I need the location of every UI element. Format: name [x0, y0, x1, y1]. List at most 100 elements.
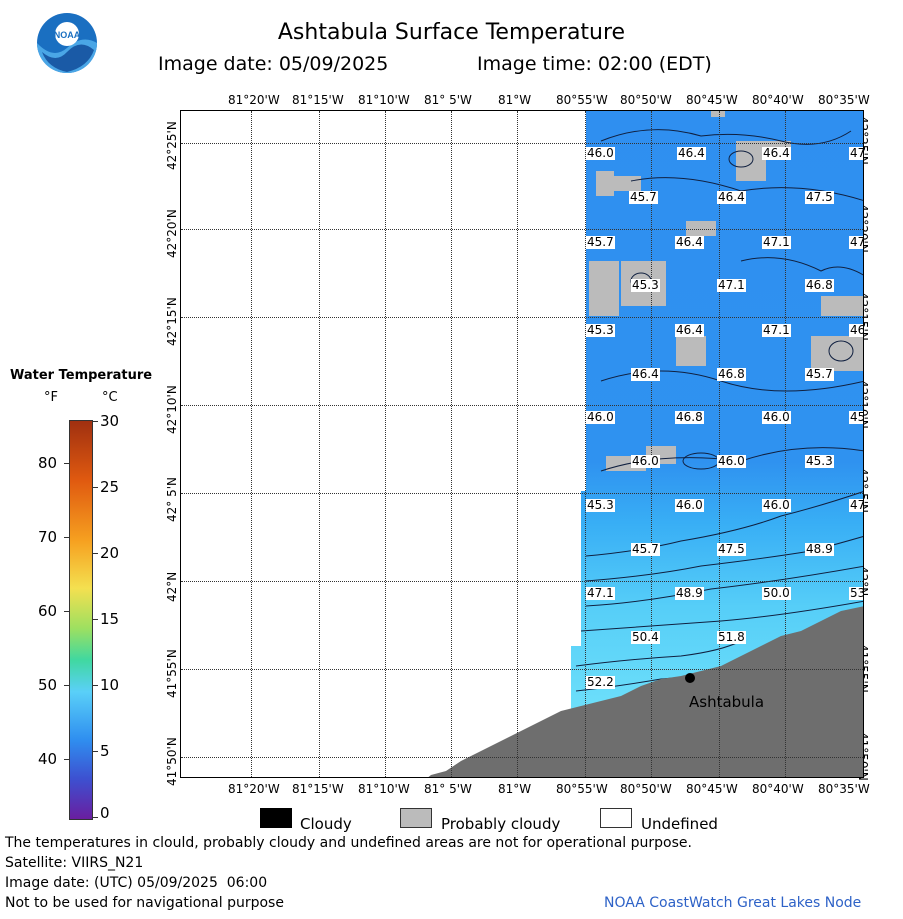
f-tick: 50	[38, 676, 58, 694]
unit-f-label: °F	[44, 390, 58, 405]
temp-label: 46.4	[717, 190, 746, 204]
temp-label: 46.8	[717, 367, 746, 381]
disclaimer-text: The temperatures in clould, probably clo…	[5, 835, 692, 851]
temp-label: 50.0	[762, 586, 791, 600]
temp-label: 46.0	[631, 454, 660, 468]
land-area	[428, 606, 863, 777]
f-tick: 40	[38, 750, 58, 768]
lat-label: 42°20'N	[165, 209, 179, 258]
lon-label: 80°55'W	[556, 93, 608, 107]
temp-label: 46.0	[675, 498, 704, 512]
temp-label: 47.1	[717, 278, 746, 292]
c-tick: 15	[100, 610, 120, 628]
cloudy-label: Cloudy	[300, 815, 352, 833]
cloudy-swatch	[260, 808, 292, 828]
temp-label: 45.7	[586, 235, 615, 249]
grid-line	[785, 111, 786, 777]
temp-label: 45.3	[805, 454, 834, 468]
undefined-swatch	[600, 808, 632, 828]
temp-label: 46.4	[762, 146, 791, 160]
navigation-warning: Not to be used for navigational purpose	[5, 895, 284, 911]
map-frame: 46.0 46.4 46.4 47 45.7 46.4 47.5 45.7 46…	[180, 110, 864, 778]
lon-label: 80°35'W	[818, 782, 870, 796]
temperature-map	[428, 111, 863, 777]
ashtabula-city-dot	[685, 673, 695, 683]
temp-label: 45.7	[629, 190, 658, 204]
temp-label: 47.5	[805, 190, 834, 204]
lon-label: 81° 5'W	[424, 782, 472, 796]
temp-label: 46.4	[677, 146, 706, 160]
lon-label: 81° 5'W	[424, 93, 472, 107]
grid-line	[181, 229, 863, 230]
lat-label: 42° 5'N	[165, 477, 179, 522]
temp-label: 45.3	[586, 323, 615, 337]
temp-label: 52.2	[586, 675, 615, 689]
lon-label: 80°40'W	[752, 782, 804, 796]
lon-label: 81°20'W	[228, 782, 280, 796]
grid-line	[585, 111, 586, 777]
temp-label: 46.0	[717, 454, 746, 468]
grid-line	[251, 111, 252, 777]
temp-label: 47	[849, 499, 863, 512]
temp-label: 47.1	[586, 586, 615, 600]
temp-label: 51.8	[717, 630, 746, 644]
temp-label: 47.5	[717, 542, 746, 556]
temp-label: 45.3	[586, 498, 615, 512]
lat-label: 42°N	[165, 571, 179, 602]
lon-label: 80°40'W	[752, 93, 804, 107]
lon-label: 81°15'W	[292, 93, 344, 107]
f-tick: 60	[38, 602, 58, 620]
grid-line	[719, 111, 720, 777]
temp-label: 46.4	[631, 367, 660, 381]
temp-label: 47	[849, 147, 863, 160]
noaa-logo-text: NOAA	[54, 30, 81, 40]
temp-label: 45.7	[631, 542, 660, 556]
lon-label: 81°15'W	[292, 782, 344, 796]
temp-label: 45	[849, 411, 863, 424]
credit-text: NOAA CoastWatch Great Lakes Node	[604, 895, 862, 911]
image-date: Image date: 05/09/2025	[158, 53, 389, 75]
lon-label: 80°50'W	[620, 782, 672, 796]
color-legend-title: Water Temperature	[10, 368, 153, 383]
grid-line	[181, 581, 863, 582]
temp-label: 48.9	[675, 586, 704, 600]
lat-label: 42°10'N	[165, 385, 179, 434]
temp-label: 46.4	[675, 323, 704, 337]
grid-line	[181, 405, 863, 406]
lon-label: 80°45'W	[686, 782, 738, 796]
lon-label: 80°45'W	[686, 93, 738, 107]
lat-label: 41°50'N	[165, 737, 179, 786]
lon-label: 81°20'W	[228, 93, 280, 107]
grid-line	[451, 111, 452, 777]
color-scale-bar	[69, 420, 93, 820]
lon-label: 81°W	[498, 782, 532, 796]
probably-cloudy-swatch	[400, 808, 432, 828]
lon-label: 80°55'W	[556, 782, 608, 796]
f-tick: 80	[38, 454, 58, 472]
lon-label: 81°10'W	[358, 782, 410, 796]
temp-label: 45.3	[631, 278, 660, 292]
page-title: Ashtabula Surface Temperature	[277, 20, 626, 45]
temp-label: 46.0	[586, 410, 615, 424]
image-time: Image time: 02:00 (EDT)	[477, 53, 712, 75]
c-tick: 30	[100, 412, 120, 430]
temp-label: 53	[849, 587, 863, 600]
temp-label: 47	[849, 236, 863, 249]
grid-line	[319, 111, 320, 777]
grid-line	[651, 111, 652, 777]
temp-label: 46.4	[675, 235, 704, 249]
c-tick: 20	[100, 544, 120, 562]
grid-line	[181, 317, 863, 318]
temp-label: 46.0	[586, 146, 615, 160]
temp-label: 46.8	[805, 278, 834, 292]
undefined-label: Undefined	[641, 815, 718, 833]
grid-line	[181, 757, 863, 758]
temp-label: 50.4	[631, 630, 660, 644]
noaa-logo: NOAA	[36, 12, 98, 74]
grid-line	[181, 669, 863, 670]
city-label: Ashtabula	[689, 693, 765, 711]
grid-line	[181, 143, 863, 144]
lon-label: 81°W	[498, 93, 532, 107]
grid-line	[181, 493, 863, 494]
lon-label: 80°35'W	[818, 93, 870, 107]
